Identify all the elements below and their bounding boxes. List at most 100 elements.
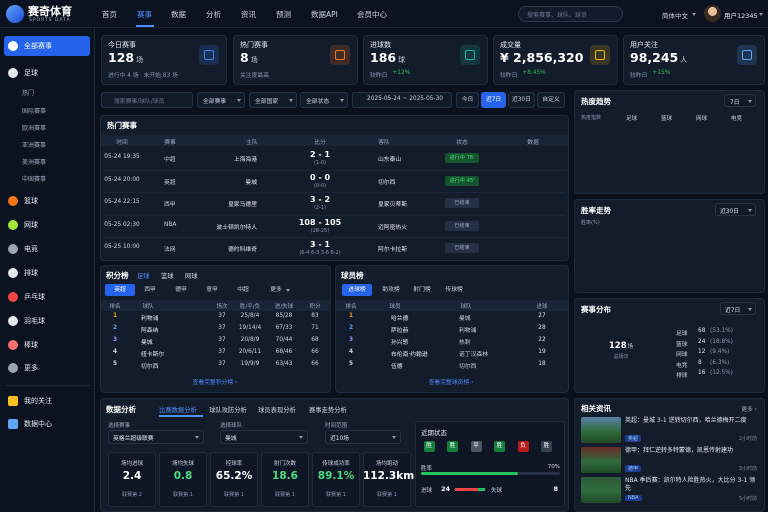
range-button[interactable]: 自定义 <box>537 92 565 108</box>
standing-cell: 63/43 <box>275 361 293 367</box>
sidebar-item[interactable]: 数据中心 <box>24 420 52 428</box>
sidebar-item[interactable]: 乒乓球 <box>24 293 45 301</box>
team: 阿森纳 <box>141 328 159 334</box>
news-thumb[interactable] <box>581 417 621 443</box>
select[interactable] <box>724 94 756 107</box>
news-title[interactable]: 德甲：拜仁逆转多特蒙德，凯恩传射建功 <box>625 447 734 454</box>
analysis-tab[interactable]: 比赛数据分析 <box>159 407 197 414</box>
select[interactable] <box>220 430 308 444</box>
nav-item[interactable]: 会员中心 <box>357 10 387 19</box>
sport-tab[interactable]: 足球 <box>137 273 150 280</box>
nav-item[interactable]: 数据API <box>311 10 338 19</box>
sport-tab[interactable]: 篮球 <box>161 273 174 280</box>
sport-tab[interactable]: 网球 <box>185 273 198 280</box>
avatar[interactable] <box>704 5 721 22</box>
league-tab[interactable]: 意甲 <box>206 287 218 293</box>
link[interactable]: 查看完整球员榜 › <box>428 380 474 386</box>
player-tab[interactable]: 助攻榜 <box>382 287 400 293</box>
standing-cell: 20/6/11 <box>238 349 262 355</box>
select-label: 时间范围 <box>325 423 348 429</box>
sport-icon <box>8 268 18 278</box>
league-tab[interactable]: 更多 <box>270 287 282 293</box>
sidebar-item[interactable]: 棒球 <box>24 341 38 349</box>
league-tab[interactable]: 英超 <box>105 284 135 296</box>
metric-card <box>312 452 360 507</box>
select-value: 全部赛事 <box>203 99 227 105</box>
column-header: 积分 <box>309 304 321 310</box>
sport-icon <box>8 244 18 254</box>
nav-item[interactable]: 资讯 <box>241 10 256 19</box>
date-range[interactable] <box>352 92 452 108</box>
sidebar-item[interactable]: 网球 <box>24 221 38 229</box>
sidebar-item[interactable]: 排球 <box>24 269 38 277</box>
news-thumb[interactable] <box>581 447 621 473</box>
search-input[interactable] <box>101 92 193 108</box>
metric-card <box>108 452 156 507</box>
nav-item[interactable]: 数据 <box>171 10 186 19</box>
brand: 赛奇体育 <box>28 5 72 18</box>
sidebar-subitem[interactable]: 亚洲赛事 <box>22 142 47 149</box>
select[interactable] <box>197 92 245 108</box>
sidebar-item[interactable]: 我的关注 <box>24 397 52 405</box>
stat-card <box>101 35 227 85</box>
metric-card <box>261 452 309 507</box>
search-box[interactable] <box>518 6 623 22</box>
player: 布伦南·约翰逊 <box>391 352 428 358</box>
sidebar-item[interactable]: 电竞 <box>24 245 38 253</box>
news-thumb[interactable] <box>581 477 621 503</box>
sidebar-subitem[interactable]: 中国赛事 <box>22 176 47 183</box>
stat-sub-row: 关注度最高 <box>240 70 351 79</box>
user-name[interactable]: 用户12345 <box>724 12 758 20</box>
select[interactable] <box>108 430 204 444</box>
analysis-tab[interactable]: 赛事走势分析 <box>309 407 347 414</box>
range-button[interactable]: 今日 <box>456 92 479 108</box>
home-team: 上海海港 <box>233 157 257 163</box>
total-unit: 场 <box>627 344 634 350</box>
news-title[interactable]: NBA 季后赛：凯尔特人险胜热火，大比分 3-1 领先 <box>625 477 756 492</box>
news-title[interactable]: 英超：曼城 3-1 逆转切尔西，哈兰德梅开二度 <box>625 417 747 424</box>
legend-value: 24 <box>698 338 706 345</box>
sidebar-subitem[interactable]: 美洲赛事 <box>22 159 47 166</box>
conceded-value: 8 <box>553 485 558 493</box>
sidebar-subitem[interactable]: 国际赛事 <box>22 108 47 115</box>
player-tab[interactable]: 射门榜 <box>413 287 431 293</box>
league-tab[interactable]: 西甲 <box>144 287 156 293</box>
sidebar-item[interactable]: 更多 <box>24 364 38 372</box>
sidebar-item[interactable]: 全部赛事 <box>24 42 52 50</box>
nav-item[interactable]: 首页 <box>102 10 117 19</box>
player-tab[interactable]: 传球榜 <box>445 287 463 293</box>
league-tab[interactable]: 中超 <box>237 287 249 293</box>
more-link[interactable]: 更多 › <box>741 407 757 413</box>
sidebar-item[interactable]: 篮球 <box>24 197 38 205</box>
match-time: 05-25 10:00 <box>104 244 140 251</box>
sidebar-item[interactable]: 羽毛球 <box>24 317 45 325</box>
caret <box>340 99 344 102</box>
analysis-tab[interactable]: 球员表现分析 <box>258 407 296 414</box>
select[interactable] <box>300 92 348 108</box>
select-value: 近10场 <box>330 436 349 442</box>
league-tab[interactable]: 德甲 <box>175 287 187 293</box>
stat-sub: +15% <box>652 70 671 76</box>
select[interactable] <box>720 302 756 315</box>
legend-label: 排球 <box>676 373 688 379</box>
sport-icon <box>8 196 18 206</box>
select[interactable] <box>249 92 297 108</box>
select[interactable] <box>715 203 756 216</box>
analysis-tab[interactable]: 球队攻防分析 <box>209 407 247 414</box>
sidebar-item[interactable]: 足球 <box>24 69 38 77</box>
link[interactable]: 查看完整积分榜 › <box>192 380 238 386</box>
range-button[interactable]: 近7日 <box>481 92 506 108</box>
player-team: 曼城 <box>459 316 471 322</box>
range-button[interactable]: 近30日 <box>508 92 535 108</box>
panel-title: 球员榜 <box>341 271 364 280</box>
sidebar-subitem[interactable]: 欧洲赛事 <box>22 125 47 132</box>
nav-item[interactable]: 分析 <box>206 10 221 19</box>
sidebar-subitem[interactable]: 热门 <box>22 90 35 97</box>
player-tab[interactable]: 进球榜 <box>342 284 372 296</box>
select[interactable] <box>325 430 401 444</box>
language[interactable]: 简体中文 <box>662 12 688 20</box>
nav-item[interactable]: 预测 <box>276 10 291 19</box>
nav-item[interactable]: 赛事 <box>137 10 152 19</box>
team: 纽卡斯尔 <box>141 352 165 358</box>
caret <box>299 436 303 439</box>
